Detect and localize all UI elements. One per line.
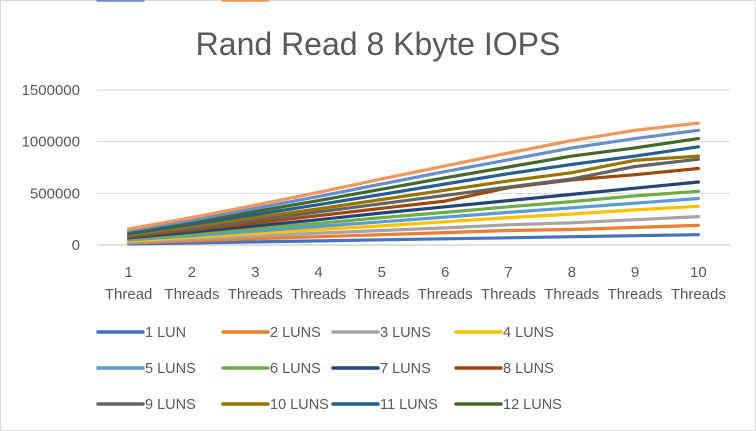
legend-label: 6 LUNS (270, 361, 321, 377)
x-tick-label: Thread (105, 286, 153, 303)
legend-label: 8 LUNS (503, 361, 554, 377)
y-tick-label: 0 (72, 237, 80, 254)
x-tick-label: 9 (631, 264, 639, 281)
x-tick-label: Threads (671, 286, 726, 303)
x-tick-label: Threads (481, 286, 536, 303)
legend-label: 10 LUNS (270, 397, 329, 413)
y-tick-label: 1500000 (22, 82, 80, 99)
series-line-8 (127, 166, 701, 239)
x-tick-label: Threads (608, 286, 663, 303)
x-tick-label: Threads (228, 286, 283, 303)
legend-label: 4 LUNS (503, 325, 554, 341)
legend: 1 LUN 2 LUNS 3 LUNS 4 LUNS 5 LUNS 6 LUNS 7 LUN… (96, 0, 562, 413)
x-tick-label: 2 (188, 264, 196, 281)
legend-label: 7 LUNS (380, 361, 431, 377)
x-tick-label: Threads (354, 286, 409, 303)
series-line-7 (127, 180, 701, 240)
x-tick-label: 6 (441, 264, 449, 281)
x-tick-label: 4 (314, 264, 322, 281)
y-tick-label: 500000 (30, 185, 80, 202)
x-tick-label: 1 (124, 264, 132, 281)
x-tick-label: Threads (291, 286, 346, 303)
x-tick-label: 10 (690, 264, 707, 281)
y-tick-label: 1000000 (22, 134, 80, 151)
x-tick-label: 5 (378, 264, 386, 281)
x-tick-label: Threads (418, 286, 473, 303)
series-lines (127, 121, 701, 246)
series-line-14 (127, 121, 701, 231)
y-axis-ticks: 0 500000 1000000 1500000 (22, 82, 80, 254)
legend-label: 3 LUNS (380, 325, 431, 341)
legend-label: 1 LUN (145, 325, 186, 341)
series-line-11 (127, 145, 701, 236)
x-tick-label: 3 (251, 264, 259, 281)
series-line-4 (127, 204, 701, 243)
series-line-3 (127, 215, 701, 244)
series-line-1 (127, 233, 701, 246)
legend-label: 12 LUNS (503, 397, 562, 413)
legend-label: 11 LUNS (380, 397, 438, 413)
legend-label: 5 LUNS (145, 361, 196, 377)
x-tick-label: Threads (164, 286, 219, 303)
legend-label: 14 LUNS (270, 0, 329, 4)
series-line-9 (127, 157, 701, 238)
x-tick-label: Threads (544, 286, 599, 303)
x-tick-label: 7 (504, 264, 512, 281)
legend-label: 9 LUNS (145, 397, 196, 413)
x-tick-label: 8 (568, 264, 576, 281)
series-line-2 (127, 223, 701, 245)
series-line-12 (127, 137, 701, 234)
legend-label: 2 LUNS (270, 325, 321, 341)
series-line-10 (127, 154, 701, 237)
chart-title: Rand Read 8 Kbyte IOPS (195, 26, 561, 62)
legend-label: 13 LUNS (145, 0, 204, 4)
series-line-6 (127, 189, 701, 241)
series-line-13 (127, 128, 701, 233)
series-line-5 (127, 196, 701, 242)
x-axis-ticks: 1 Thread 2 Threads 3 Threads 4 Threads 5 Threads 6… (105, 264, 726, 303)
